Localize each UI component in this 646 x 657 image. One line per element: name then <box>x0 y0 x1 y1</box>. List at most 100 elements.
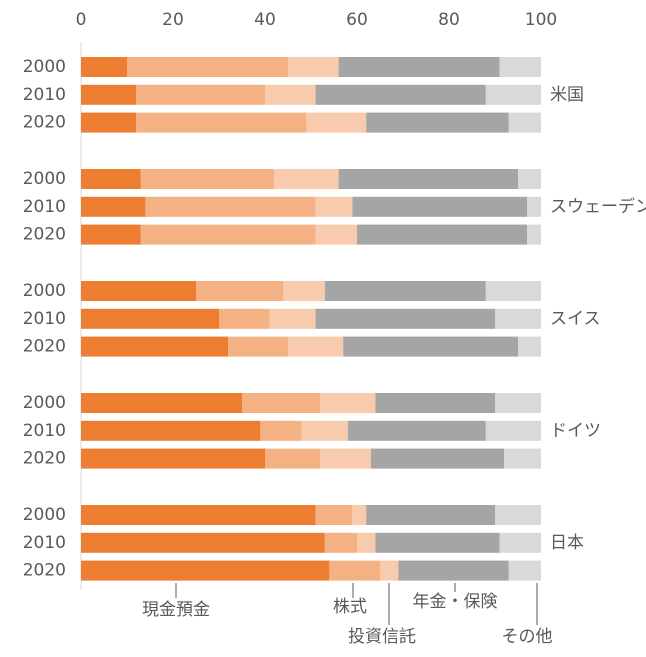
bar-segment <box>508 112 541 133</box>
y-tick-label: 2010 <box>23 85 66 105</box>
y-tick-label: 2020 <box>23 561 66 581</box>
bar-segment <box>347 420 486 441</box>
y-tick-label: 2010 <box>23 533 66 553</box>
bar-segment <box>495 393 541 413</box>
x-tick-label: 40 <box>254 10 276 30</box>
bar-segment <box>324 281 486 301</box>
bar-segment <box>495 505 541 525</box>
y-tick-label: 2010 <box>23 421 66 441</box>
bar-segment <box>324 532 357 553</box>
bar-segment <box>140 169 275 189</box>
bar-segment <box>260 420 302 441</box>
x-tick-label: 60 <box>346 10 368 30</box>
bar-segment <box>527 196 541 217</box>
y-tick-label: 2000 <box>23 281 66 301</box>
bar-segment <box>499 57 541 77</box>
y-tick-label: 2000 <box>23 393 66 413</box>
y-tick-label: 2000 <box>23 57 66 77</box>
legend-label: 投資信託 <box>348 627 416 647</box>
bar-segment <box>315 308 495 329</box>
bar-segment <box>320 393 376 413</box>
y-tick-label: 2020 <box>23 225 66 245</box>
bar-segment <box>380 560 399 581</box>
legend-label: その他 <box>502 627 553 647</box>
bar-segment <box>288 57 339 77</box>
bar-segment <box>485 84 541 105</box>
y-tick-label: 2020 <box>23 337 66 357</box>
bar-segment <box>306 112 367 133</box>
bar-segment <box>140 224 316 245</box>
group-label: スイス <box>550 309 601 329</box>
bar-segment <box>81 420 261 441</box>
bar-segment <box>145 196 316 217</box>
bar-segment <box>81 281 196 301</box>
bar-segment <box>81 57 127 77</box>
bar-segment <box>242 393 321 413</box>
bar-segment <box>219 308 270 329</box>
x-tick-label: 0 <box>76 10 87 30</box>
bar-segment <box>527 224 541 245</box>
bar-segment <box>504 448 541 469</box>
bar-segment <box>81 308 219 329</box>
bar-segment <box>81 224 141 245</box>
bar-segment <box>315 505 353 525</box>
bar-segment <box>274 169 339 189</box>
bar-segment <box>127 57 288 77</box>
bar-segment <box>375 532 500 553</box>
bar-segment <box>357 224 528 245</box>
bar-segment <box>485 420 541 441</box>
bar-segment <box>485 281 541 301</box>
y-tick-label: 2000 <box>23 505 66 525</box>
bar-segment <box>81 532 325 553</box>
bar-segment <box>81 505 316 525</box>
bar-segment <box>81 84 137 105</box>
group-label: スウェーデン <box>550 196 646 217</box>
bar-segment <box>81 112 137 133</box>
bar-segment <box>352 196 528 217</box>
x-tick-label: 20 <box>162 10 184 30</box>
bar-segment <box>499 532 541 553</box>
bar-segment <box>398 560 509 581</box>
y-tick-label: 2010 <box>23 197 66 217</box>
legend-label: 現金預金 <box>142 600 210 620</box>
bar-segment <box>81 169 141 189</box>
bar-segment <box>518 169 541 189</box>
x-tick-label: 100 <box>525 10 557 30</box>
legend-label: 株式 <box>333 597 367 617</box>
bar-segment <box>315 196 353 217</box>
y-tick-label: 2000 <box>23 169 66 189</box>
bar-segment <box>366 505 495 525</box>
bar-segment <box>315 84 486 105</box>
bar-segment <box>357 532 376 553</box>
group-label: ドイツ <box>550 421 601 441</box>
y-tick-label: 2020 <box>23 449 66 469</box>
y-tick-label: 2010 <box>23 309 66 329</box>
bar-segment <box>370 448 505 469</box>
bar-segment <box>329 560 380 581</box>
bar-segment <box>338 57 500 77</box>
bar-segment <box>288 336 344 357</box>
bar-segment <box>269 308 316 329</box>
bar-segment <box>81 560 330 581</box>
bar-segment <box>352 505 367 525</box>
bar-segment <box>81 336 229 357</box>
bar-segment <box>81 448 265 469</box>
bar-segment <box>508 560 541 581</box>
group-label: 日本 <box>550 533 584 553</box>
y-tick-label: 2020 <box>23 113 66 133</box>
bar-segment <box>81 196 146 217</box>
bar-segment <box>495 308 541 329</box>
legend-label: 年金・保険 <box>413 592 498 612</box>
bar-segment <box>265 448 321 469</box>
bar-segment <box>320 448 371 469</box>
bar-segment <box>315 224 357 245</box>
bar-segment <box>338 169 518 189</box>
group-label: 米国 <box>550 85 584 105</box>
bar-segment <box>196 281 284 301</box>
bar-segment <box>136 112 307 133</box>
x-tick-label: 80 <box>438 10 460 30</box>
bar-segment <box>81 393 242 413</box>
bar-segment <box>366 112 509 133</box>
bar-segment <box>283 281 325 301</box>
